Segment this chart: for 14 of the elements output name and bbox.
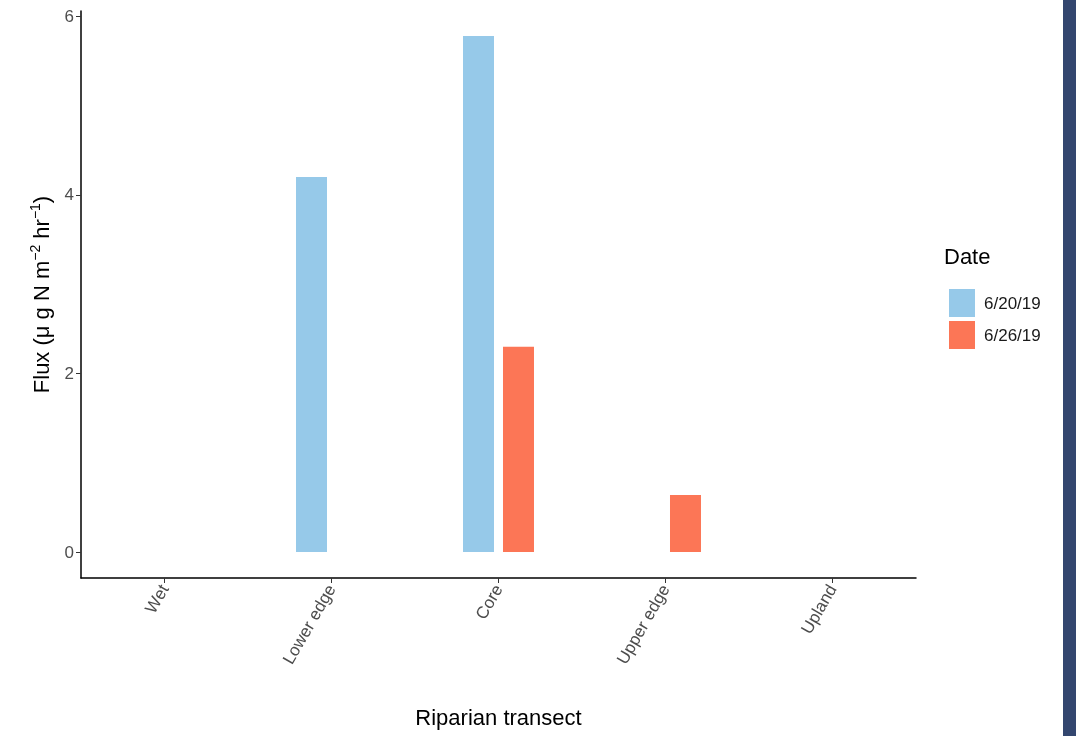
y-tick-label: 6 xyxy=(64,6,74,26)
legend-label: 6/20/19 xyxy=(984,293,1041,313)
x-axis-title: Riparian transect xyxy=(415,704,582,730)
bar xyxy=(503,346,534,553)
bar xyxy=(463,36,495,553)
y-axis-title: Flux (μ g N m−2 hr−1) xyxy=(27,195,54,394)
x-tick-label: Wet xyxy=(141,581,173,617)
bar xyxy=(670,494,701,553)
y-tick-label: 0 xyxy=(64,542,74,562)
bar xyxy=(296,177,328,553)
legend-title: Date xyxy=(944,243,991,269)
y-tick-label: 2 xyxy=(64,364,74,384)
y-tick-label: 4 xyxy=(64,185,74,205)
legend-label: 6/26/19 xyxy=(984,325,1041,345)
